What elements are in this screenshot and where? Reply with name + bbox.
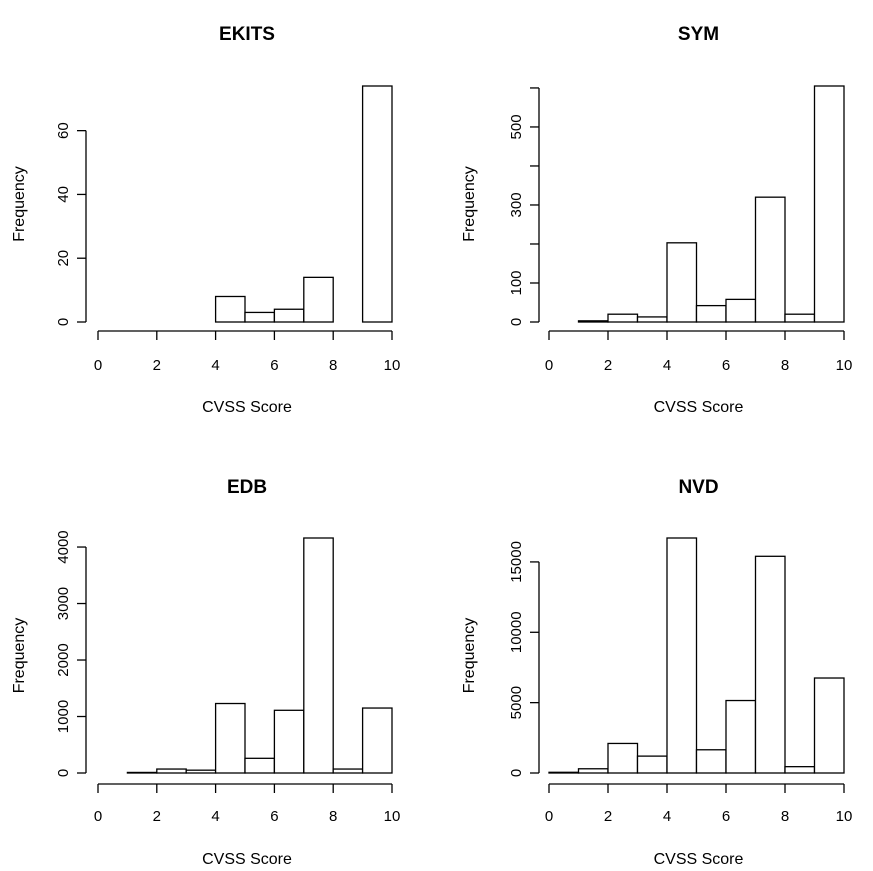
x-tick-label: 10 — [384, 357, 401, 374]
histogram-bar — [244, 757, 276, 774]
y-tick-label: 300 — [508, 192, 525, 217]
chart-title: EDB — [227, 477, 267, 498]
histogram-bar — [666, 242, 698, 323]
histogram-bar — [214, 702, 246, 774]
histogram-bar — [636, 316, 668, 323]
histogram-bar — [361, 85, 393, 323]
histogram-bar — [754, 196, 786, 323]
y-tick-label: 15000 — [508, 541, 525, 583]
x-tick-label: 2 — [153, 808, 161, 825]
histogram-bar — [666, 537, 698, 774]
x-tick-label: 8 — [329, 808, 337, 825]
chart-title: EKITS — [219, 24, 275, 45]
histogram-bar — [185, 769, 217, 774]
y-tick-label: 0 — [508, 318, 525, 326]
histogram-bar — [156, 768, 187, 774]
y-tick-label: 0 — [55, 318, 72, 326]
x-tick-label: 4 — [211, 808, 219, 825]
histogram-bar — [332, 768, 364, 774]
x-tick-label: 2 — [604, 808, 612, 825]
histogram-bar — [244, 311, 276, 323]
histogram-bar — [214, 295, 246, 323]
histogram-bar — [577, 320, 609, 323]
y-tick-label: 10000 — [508, 611, 525, 653]
y-tick-label: 60 — [55, 122, 72, 139]
x-tick-label: 2 — [604, 357, 612, 374]
histogram-bar — [548, 771, 580, 774]
histogram-bar — [813, 677, 845, 774]
x-axis-label: CVSS Score — [654, 399, 744, 416]
chart-title: SYM — [678, 24, 719, 45]
y-tick-label: 4000 — [55, 530, 72, 563]
histogram-bar — [361, 707, 393, 774]
histogram-bar — [303, 276, 334, 323]
histogram-bar — [607, 742, 639, 774]
histogram-bar — [754, 555, 786, 774]
x-tick-label: 6 — [270, 808, 278, 825]
histogram-bar — [784, 766, 816, 774]
x-tick-label: 6 — [722, 808, 730, 825]
histogram-bar — [813, 85, 845, 323]
y-axis-label: Frequency — [11, 618, 28, 694]
chart-title: NVD — [678, 477, 718, 498]
x-tick-label: 4 — [211, 357, 219, 374]
x-tick-label: 8 — [329, 357, 337, 374]
histogram-bar — [126, 771, 158, 774]
histogram-bar — [695, 304, 727, 323]
y-tick-label: 40 — [55, 186, 72, 203]
histogram-bar — [577, 768, 609, 774]
x-tick-label: 2 — [153, 357, 161, 374]
y-tick-label: 5000 — [508, 686, 525, 719]
histogram-bar — [695, 749, 727, 774]
histogram-bar — [725, 699, 757, 774]
x-tick-label: 0 — [94, 808, 102, 825]
x-axis-label: CVSS Score — [202, 399, 292, 416]
histogram-bar — [636, 755, 668, 774]
histogram-bar — [303, 537, 334, 774]
x-tick-label: 4 — [663, 808, 671, 825]
x-tick-label: 8 — [781, 357, 789, 374]
histogram-bar — [273, 709, 305, 774]
x-tick-label: 4 — [663, 357, 671, 374]
histogram-bar — [725, 298, 757, 323]
y-tick-label: 20 — [55, 250, 72, 267]
x-tick-label: 0 — [545, 808, 553, 825]
x-tick-label: 0 — [94, 357, 102, 374]
x-tick-label: 10 — [836, 808, 853, 825]
y-axis-label: Frequency — [461, 618, 478, 694]
y-tick-label: 0 — [55, 769, 72, 777]
y-tick-label: 500 — [508, 114, 525, 139]
y-tick-label: 100 — [508, 270, 525, 295]
x-axis-label: CVSS Score — [202, 851, 292, 868]
histogram-bar — [607, 313, 639, 323]
x-tick-label: 10 — [384, 808, 401, 825]
x-axis-label: CVSS Score — [654, 851, 744, 868]
x-tick-label: 0 — [545, 357, 553, 374]
histogram-bar — [273, 308, 305, 323]
y-axis-label: Frequency — [461, 166, 478, 242]
y-tick-label: 0 — [508, 769, 525, 777]
x-tick-label: 6 — [722, 357, 730, 374]
x-tick-label: 8 — [781, 808, 789, 825]
x-tick-label: 6 — [270, 357, 278, 374]
y-tick-label: 2000 — [55, 643, 72, 676]
x-tick-label: 10 — [836, 357, 853, 374]
y-axis-label: Frequency — [11, 166, 28, 242]
y-tick-label: 3000 — [55, 587, 72, 620]
y-tick-label: 1000 — [55, 700, 72, 733]
histogram-bar — [784, 313, 816, 323]
